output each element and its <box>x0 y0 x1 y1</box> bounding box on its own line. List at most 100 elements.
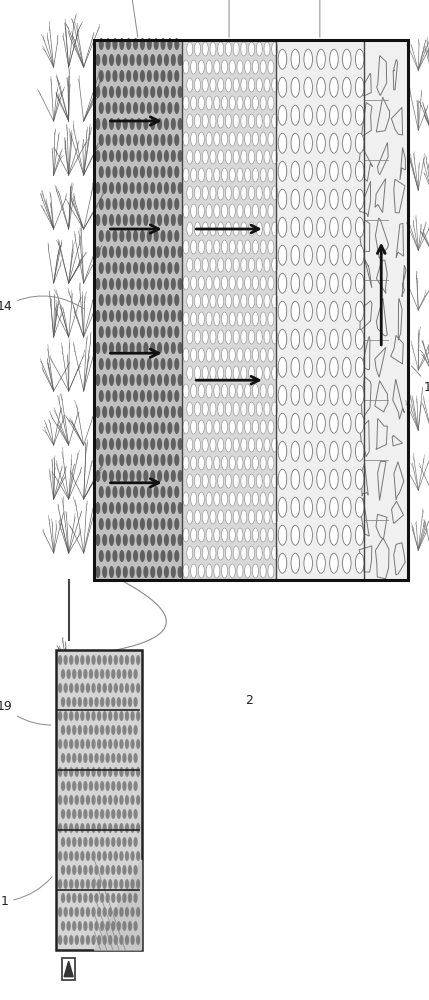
Circle shape <box>304 217 312 237</box>
Circle shape <box>102 438 107 450</box>
Circle shape <box>167 358 172 370</box>
Circle shape <box>106 865 110 875</box>
Circle shape <box>133 38 138 50</box>
Circle shape <box>190 492 196 506</box>
Circle shape <box>164 342 169 354</box>
Circle shape <box>80 851 85 861</box>
Circle shape <box>157 182 162 194</box>
Circle shape <box>94 725 99 735</box>
Circle shape <box>136 54 142 66</box>
Circle shape <box>160 70 166 82</box>
Circle shape <box>150 470 155 482</box>
Circle shape <box>245 60 251 74</box>
Circle shape <box>237 564 243 578</box>
Circle shape <box>329 189 338 209</box>
Circle shape <box>233 366 239 380</box>
Circle shape <box>111 865 115 875</box>
Circle shape <box>342 525 351 545</box>
Circle shape <box>206 168 212 182</box>
Circle shape <box>128 809 132 819</box>
Circle shape <box>136 278 142 290</box>
Circle shape <box>278 49 287 69</box>
Circle shape <box>86 655 90 665</box>
Circle shape <box>99 294 104 306</box>
Circle shape <box>130 935 135 945</box>
Circle shape <box>218 150 224 164</box>
Circle shape <box>237 240 243 254</box>
Circle shape <box>245 420 251 434</box>
Circle shape <box>95 310 100 322</box>
Circle shape <box>130 711 135 721</box>
Circle shape <box>61 865 65 875</box>
Circle shape <box>304 497 312 517</box>
Circle shape <box>119 518 124 530</box>
Circle shape <box>291 553 299 573</box>
Circle shape <box>86 907 90 917</box>
Circle shape <box>130 823 135 833</box>
Circle shape <box>329 553 338 573</box>
Circle shape <box>260 420 266 434</box>
Circle shape <box>245 492 251 506</box>
Circle shape <box>106 134 111 146</box>
Circle shape <box>147 390 152 402</box>
Circle shape <box>164 438 169 450</box>
Circle shape <box>72 781 76 791</box>
Circle shape <box>198 528 204 542</box>
Circle shape <box>198 492 204 506</box>
Circle shape <box>202 42 208 56</box>
Circle shape <box>83 893 88 903</box>
Circle shape <box>122 893 127 903</box>
Circle shape <box>304 357 312 377</box>
Circle shape <box>245 204 251 218</box>
Circle shape <box>171 470 176 482</box>
Circle shape <box>178 342 183 354</box>
Circle shape <box>136 438 142 450</box>
Circle shape <box>317 77 325 97</box>
Circle shape <box>167 166 172 178</box>
Circle shape <box>245 564 251 578</box>
Bar <box>94 40 182 580</box>
Circle shape <box>109 246 114 258</box>
Circle shape <box>116 150 121 162</box>
Circle shape <box>150 374 155 386</box>
Circle shape <box>66 753 71 763</box>
Circle shape <box>109 374 114 386</box>
Circle shape <box>329 469 338 489</box>
Circle shape <box>268 348 274 362</box>
Circle shape <box>136 795 140 805</box>
Circle shape <box>154 230 159 242</box>
Circle shape <box>136 711 140 721</box>
Circle shape <box>78 669 82 679</box>
Circle shape <box>233 330 239 344</box>
Circle shape <box>245 312 251 326</box>
Circle shape <box>248 78 254 92</box>
Circle shape <box>221 60 227 74</box>
Circle shape <box>126 358 131 370</box>
Circle shape <box>75 739 79 749</box>
Circle shape <box>241 186 247 200</box>
Circle shape <box>221 420 227 434</box>
Circle shape <box>260 204 266 218</box>
Circle shape <box>143 182 148 194</box>
Circle shape <box>291 105 299 125</box>
Circle shape <box>147 38 152 50</box>
Circle shape <box>245 528 251 542</box>
Circle shape <box>225 258 231 272</box>
Circle shape <box>241 330 247 344</box>
Circle shape <box>272 186 278 200</box>
Circle shape <box>178 150 183 162</box>
Circle shape <box>91 795 96 805</box>
Circle shape <box>102 150 107 162</box>
Circle shape <box>157 566 162 578</box>
Circle shape <box>342 77 351 97</box>
Circle shape <box>125 851 129 861</box>
Circle shape <box>157 406 162 418</box>
Circle shape <box>103 851 107 861</box>
Circle shape <box>126 134 131 146</box>
Circle shape <box>256 150 262 164</box>
Circle shape <box>157 438 162 450</box>
Circle shape <box>160 326 166 338</box>
Circle shape <box>278 105 287 125</box>
Circle shape <box>178 118 183 130</box>
Circle shape <box>125 683 129 693</box>
